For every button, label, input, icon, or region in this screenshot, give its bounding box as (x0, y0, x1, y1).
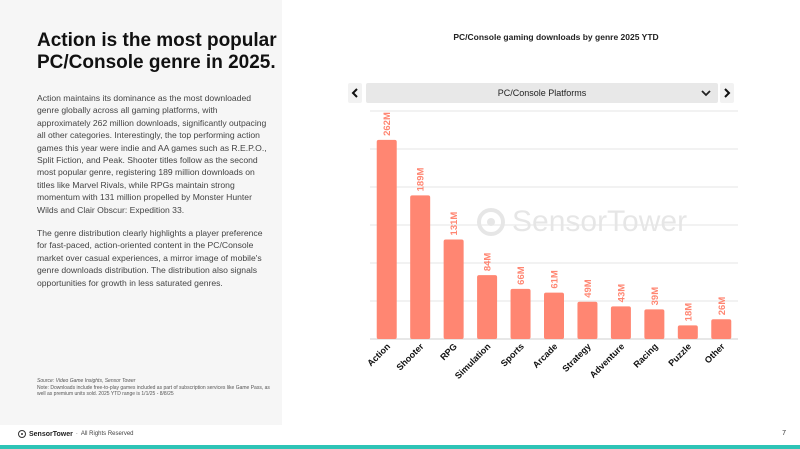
note-line: Note: Downloads include free-to-play gam… (37, 384, 270, 398)
data-label: 49M (583, 279, 594, 298)
x-tick-label: Action (365, 341, 392, 368)
bar-sports (510, 288, 531, 339)
chevron-right-icon (724, 88, 731, 98)
x-tick-label: Puzzle (666, 341, 693, 368)
chevron-left-icon (351, 88, 358, 98)
slide-body: Action maintains its dominance as the mo… (37, 92, 269, 300)
bar-strategy (577, 301, 598, 339)
x-tick-label: RPG (438, 341, 459, 362)
footer-accent-bar (0, 445, 800, 449)
chevron-down-icon (701, 90, 711, 97)
x-tick-label: Other (703, 341, 727, 365)
nav-prev-button[interactable] (348, 83, 362, 103)
footer-brand: SensorTower (29, 430, 73, 438)
x-tick-label: Strategy (560, 341, 593, 374)
bar-rpg (443, 239, 464, 339)
bar-puzzle (677, 325, 698, 339)
bar-arcade (544, 292, 564, 339)
bar-action (376, 139, 397, 339)
source-note: Source: Video Game Insights, Sensor Towe… (37, 378, 277, 398)
data-label: 66M (516, 266, 527, 285)
nav-next-button[interactable] (720, 83, 734, 103)
data-label: 131M (449, 212, 460, 236)
source-line: Source: Video Game Insights, Sensor Towe… (37, 378, 136, 384)
x-tick-label: Racing (631, 341, 659, 369)
platform-dropdown-label: PC/Console Platforms (497, 88, 587, 98)
x-tick-label: Shooter (394, 341, 425, 372)
data-label: 26M (717, 297, 728, 316)
bar-adventure (610, 306, 631, 339)
footer-rights: All Rights Reserved (80, 431, 134, 437)
footer-separator: · (75, 431, 78, 437)
x-tick-label: Adventure (588, 341, 627, 380)
body-paragraph-1: Action maintains its dominance as the mo… (37, 93, 267, 215)
data-label: 18M (683, 303, 694, 322)
body-paragraph-2: The genre distribution clearly highlight… (37, 228, 263, 288)
data-label: 61M (550, 270, 561, 289)
data-label: 84M (483, 253, 494, 272)
page-number: 7 (782, 430, 786, 437)
bar-simulation (477, 275, 498, 339)
sensor-tower-logo-icon (18, 430, 26, 438)
data-label: 39M (650, 287, 661, 306)
footer: SensorTower · All Rights Reserved (18, 430, 134, 438)
data-label: 43M (616, 284, 627, 303)
platform-dropdown[interactable]: PC/Console Platforms (366, 83, 718, 103)
x-tick-label: Simulation (453, 341, 493, 381)
slide-headline: Action is the most popular PC/Console ge… (37, 30, 277, 73)
chart-title: PC/Console gaming downloads by genre 202… (453, 32, 659, 42)
left-panel (0, 0, 282, 425)
data-label: 189M (416, 168, 427, 192)
bar-racing (644, 309, 665, 339)
x-tick-label: Sports (499, 341, 526, 368)
x-tick-label: Arcade (531, 341, 560, 370)
bar-other (711, 319, 732, 339)
data-label: 262M (382, 112, 393, 136)
bar-shooter (410, 195, 431, 339)
